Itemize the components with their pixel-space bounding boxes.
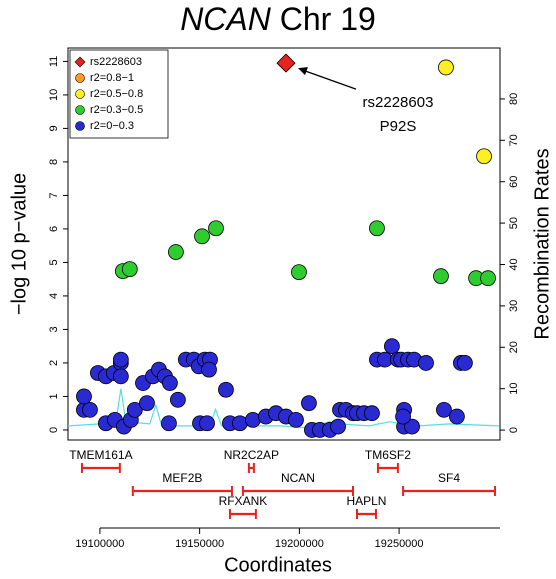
snp-point [139,395,155,412]
snp-point [112,351,129,368]
snp-point [168,244,184,260]
gene-label: NCAN [281,471,315,485]
snp-point [404,418,420,435]
snp-point [364,405,380,422]
annotation-text: rs2228603 [363,94,434,111]
legend-marker [75,105,85,115]
y-tick-label: 3 [48,326,60,332]
snp-point [476,148,492,165]
gene-label: NR2C2AP [224,448,279,462]
y-axis-label: −log 10 p−value [8,173,30,315]
gene-label: TM6SF2 [365,448,411,462]
snp-point [301,395,317,412]
x-tick-label: 19100000 [75,538,124,550]
snp-point [288,411,304,428]
gene-label: TMEM161A [69,448,132,462]
gene-label: HAPLN [346,494,386,508]
chart-title: Chr 19 [280,1,376,37]
y-tick-label: 2 [48,360,60,366]
legend: rs2228603 r2=0.8−1 r2=0.5−0.8 r2=0.3−0.5 r2=… [69,49,169,139]
y-tick-label: 11 [48,56,60,67]
annotation-arrowhead [297,67,308,76]
y-tick-label: 7 [48,192,60,198]
snp-point [112,368,129,385]
y2-tick-label: 70 [508,134,520,146]
snp-point [82,401,98,418]
snp-point [433,268,449,285]
y2-tick-label: 40 [508,258,520,270]
y-tick-label: 4 [48,293,60,299]
snp-point [232,415,248,432]
legend-label: r2=0−0.3 [90,120,134,132]
y2-tick-label: 0 [508,427,520,433]
snp-point [121,261,138,278]
legend-marker [75,89,85,99]
snp-point [201,361,217,378]
annotation-text: P92S [380,118,417,135]
legend-marker [74,56,86,68]
y-tick-label: 9 [48,125,60,131]
legend-box [69,49,169,139]
legend-label: r2=0.8−1 [90,72,134,84]
x-tick-label: 19150000 [175,538,224,550]
y2-tick-label: 20 [508,341,520,353]
snp-point [194,228,210,245]
annotation-arrow [299,68,357,90]
x-tick-label: 19200000 [275,538,324,550]
y2-tick-label: 30 [508,300,520,312]
y-tick-label: 0 [48,427,60,433]
x-tick-label: 19250000 [375,538,424,550]
snp-point [218,381,234,398]
chart-title-gene: NCAN [180,1,272,37]
legend-label: rs2228603 [90,56,142,68]
y2-tick-label: 80 [508,93,520,105]
snp-point [330,418,346,435]
gene-label: RFXANK [219,494,268,508]
snp-point [480,270,496,287]
x-axis-label: Coordinates [224,554,332,576]
y-tick-label: 5 [48,259,60,265]
legend-marker [75,73,85,83]
y2-tick-label: 50 [508,217,520,229]
y-tick-label: 10 [48,89,60,101]
y-tick-label: 8 [48,159,60,165]
snp-point [384,338,400,355]
snp-point [395,408,411,425]
y-tick-label: 1 [48,393,60,399]
plot-frame [67,47,501,441]
snp-point [436,401,452,418]
gene-label: MEF2B [162,471,202,485]
recombination-line [67,388,499,429]
snp-point [276,53,296,73]
snp-point [291,264,307,281]
legend-label: r2=0.5−0.8 [90,88,143,100]
snp-point [126,401,143,418]
y2-axis-label: Recombination Rates [531,148,553,339]
legend-marker [75,121,85,131]
chart-title-group: NCAN Chr 19 [180,1,376,37]
snp-point [162,375,178,391]
snp-point [76,388,92,405]
snp-point [244,411,261,428]
snp-point [449,408,465,425]
snp-point [208,220,224,237]
y-tick-label: 6 [48,226,60,232]
snp-point [161,415,177,432]
snp-point [369,220,385,237]
y2-tick-label: 10 [508,383,520,395]
gene-label: SF4 [438,471,460,485]
snp-point [418,355,434,371]
snp-point [199,415,215,432]
snp-point [169,391,186,408]
snp-point [438,59,454,76]
snp-point [456,355,473,371]
y2-tick-label: 60 [508,176,520,188]
legend-label: r2=0.3−0.5 [90,104,143,116]
